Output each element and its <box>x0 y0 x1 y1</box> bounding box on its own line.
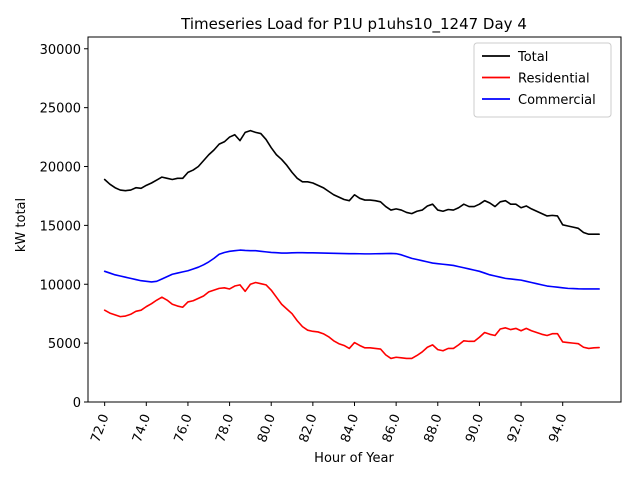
legend: Total Residential Commercial <box>473 42 612 118</box>
series-line-total <box>103 129 600 236</box>
legend-label-commercial: Commercial <box>518 93 596 108</box>
y-axis-title: kW total <box>14 198 29 252</box>
series-line-residential <box>103 281 600 360</box>
y-tick-label: 0 <box>73 396 81 411</box>
y-tick-label: 10000 <box>40 278 81 293</box>
y-tick-label: 20000 <box>40 161 81 176</box>
y-tick-label: 15000 <box>40 219 81 234</box>
x-axis-title: Hour of Year <box>314 451 394 466</box>
chart-title: Timeseries Load for P1U p1uhs10_1247 Day… <box>180 15 527 34</box>
y-tick-label: 30000 <box>40 43 81 58</box>
legend-label-residential: Residential <box>518 72 590 87</box>
y-tick-label: 25000 <box>40 102 81 117</box>
legend-label-total: Total <box>517 50 548 65</box>
y-tick-label: 5000 <box>48 337 81 352</box>
series-line-commercial <box>103 249 600 290</box>
